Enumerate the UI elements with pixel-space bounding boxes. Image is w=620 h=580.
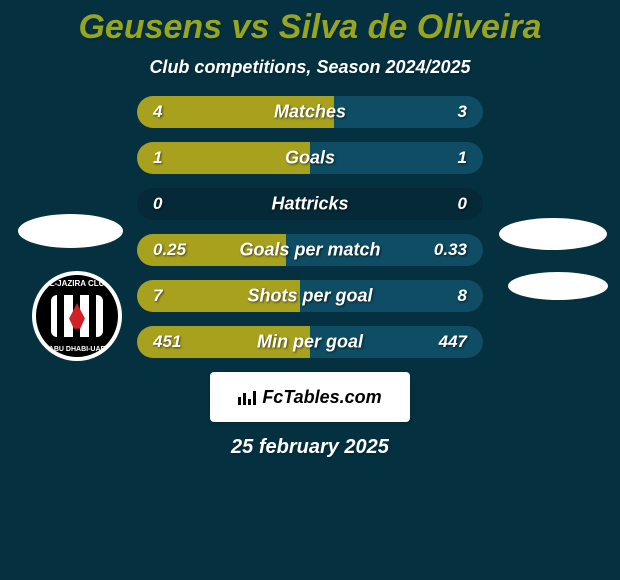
stat-value-right: 3 <box>458 102 467 122</box>
stat-label: Min per goal <box>137 332 483 353</box>
stat-value-right: 0.33 <box>434 240 467 260</box>
brand-text: FcTables.com <box>262 387 381 408</box>
club-logo-text-top: AL-JAZIRA CLUB <box>36 279 118 288</box>
player-oval-left <box>18 214 123 248</box>
stat-value-left: 1 <box>153 148 162 168</box>
stat-value-left: 451 <box>153 332 181 352</box>
stat-label: Matches <box>137 102 483 123</box>
stat-value-right: 1 <box>458 148 467 168</box>
stat-value-left: 0.25 <box>153 240 186 260</box>
stat-row: Matches4 3 <box>137 96 483 128</box>
brand-box[interactable]: FcTables.com <box>210 372 410 422</box>
stat-row: Hattricks0 0 <box>137 188 483 220</box>
club-logo-text-bottom: ABU DHABI-UAE <box>36 346 118 353</box>
page-subtitle: Club competitions, Season 2024/2025 <box>10 57 610 78</box>
stat-label: Shots per goal <box>137 286 483 307</box>
stat-value-right: 0 <box>458 194 467 214</box>
stat-value-right: 8 <box>458 286 467 306</box>
stat-label: Hattricks <box>137 194 483 215</box>
stat-value-left: 7 <box>153 286 162 306</box>
stat-row: Min per goal451 447 <box>137 326 483 358</box>
stat-value-left: 4 <box>153 102 162 122</box>
stat-row: Shots per goal7 8 <box>137 280 483 312</box>
infographic-container: Geusens vs Silva de Oliveira Club compet… <box>0 0 620 580</box>
club-logo-left: AL-JAZIRA CLUB ABU DHABI-UAE <box>32 271 122 361</box>
main-area: AL-JAZIRA CLUB ABU DHABI-UAE Matches4 3 Go… <box>10 96 610 459</box>
bar-chart-icon <box>238 389 258 405</box>
stat-row: Goals1 1 <box>137 142 483 174</box>
page-title: Geusens vs Silva de Oliveira <box>10 8 610 47</box>
stat-value-right: 447 <box>439 332 467 352</box>
club-logo-inner: AL-JAZIRA CLUB ABU DHABI-UAE <box>36 275 118 357</box>
stats-area: Matches4 3 Goals1 1 Hattricks0 0 Goals per mat… <box>137 96 483 358</box>
stat-label: Goals <box>137 148 483 169</box>
date-label: 25 february 2025 <box>10 436 610 459</box>
stat-row: Goals per match0.25 0.33 <box>137 234 483 266</box>
stat-label: Goals per match <box>137 240 483 261</box>
player-oval-right-1 <box>499 218 607 250</box>
brand-label: FcTables.com <box>238 387 381 408</box>
stat-value-left: 0 <box>153 194 162 214</box>
player-oval-right-2 <box>508 272 608 300</box>
